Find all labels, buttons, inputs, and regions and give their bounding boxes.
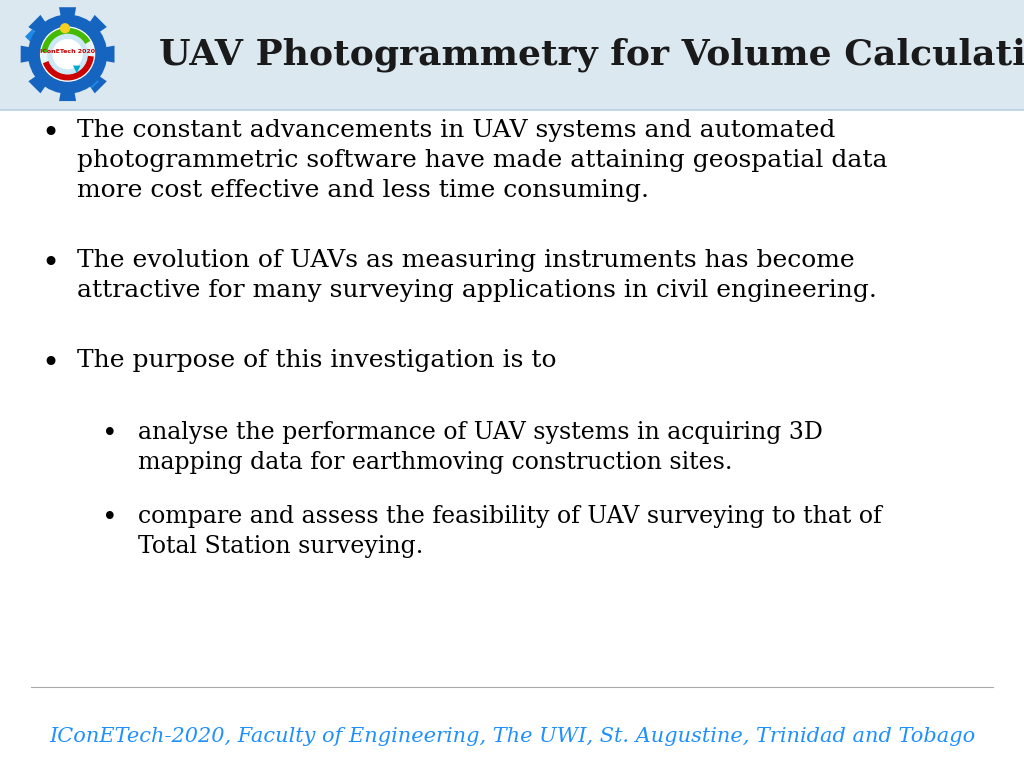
Text: IConETech-2020, Faculty of Engineering, The UWI, St. Augustine, Trinidad and Tob: IConETech-2020, Faculty of Engineering, … <box>49 727 975 746</box>
Text: compare and assess the feasibility of UAV surveying to that of
Total Station sur: compare and assess the feasibility of UA… <box>138 505 882 558</box>
Circle shape <box>42 28 93 80</box>
Text: •: • <box>41 249 59 278</box>
Circle shape <box>48 35 87 74</box>
Polygon shape <box>20 45 30 63</box>
Polygon shape <box>105 45 115 63</box>
Text: ▼: ▼ <box>73 64 81 74</box>
Polygon shape <box>59 7 76 16</box>
Circle shape <box>41 27 94 81</box>
Polygon shape <box>90 76 106 94</box>
Polygon shape <box>90 15 106 32</box>
Bar <box>25 29 40 44</box>
Circle shape <box>29 15 106 93</box>
Circle shape <box>60 24 70 32</box>
Circle shape <box>53 40 82 68</box>
Bar <box>86 75 99 88</box>
Polygon shape <box>59 92 76 101</box>
Bar <box>0 0 1024 110</box>
Text: The purpose of this investigation is to: The purpose of this investigation is to <box>77 349 556 372</box>
Text: IConETech 2020: IConETech 2020 <box>40 48 95 54</box>
Text: analyse the performance of UAV systems in acquiring 3D
mapping data for earthmov: analyse the performance of UAV systems i… <box>138 421 823 474</box>
Text: The evolution of UAVs as measuring instruments has become
attractive for many su: The evolution of UAVs as measuring instr… <box>77 249 877 302</box>
Text: •: • <box>102 505 118 531</box>
Text: UAV Photogrammetry for Volume Calculations: UAV Photogrammetry for Volume Calculatio… <box>159 38 1024 72</box>
Text: •: • <box>41 349 59 379</box>
Bar <box>77 21 93 37</box>
Text: The constant advancements in UAV systems and automated
photogrammetric software : The constant advancements in UAV systems… <box>77 119 888 202</box>
Text: •: • <box>41 119 59 148</box>
Text: •: • <box>102 421 118 447</box>
Polygon shape <box>29 76 45 94</box>
Polygon shape <box>29 15 45 32</box>
